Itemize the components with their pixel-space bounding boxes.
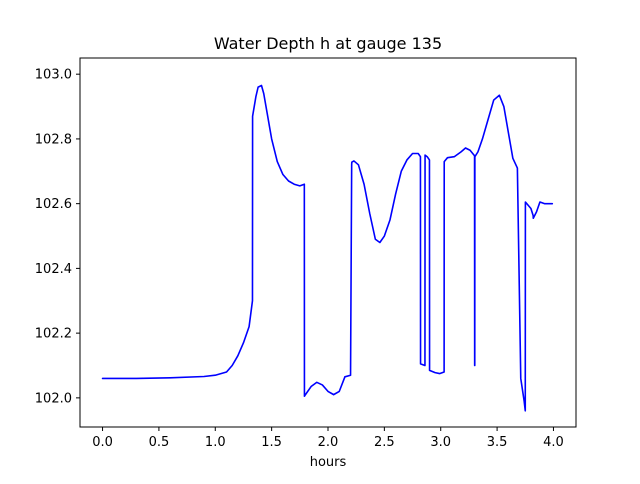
x-tick-label: 0.0 — [92, 435, 113, 450]
plot-series — [101, 84, 554, 412]
x-tick-label: 0.5 — [149, 435, 170, 450]
x-axis-ticks: 0.0 0.5 1.0 1.5 2.0 2.5 3.0 3.5 4.0 — [92, 427, 564, 450]
series-line-0 — [101, 84, 554, 412]
y-axis-ticks: 102.0 102.2 102.4 102.6 102.8 103.0 — [35, 68, 80, 406]
x-tick-label: 3.0 — [430, 435, 451, 450]
chart-title: Water Depth h at gauge 135 — [214, 34, 442, 53]
y-tick-label: 102.6 — [35, 197, 72, 212]
y-tick-label: 102.4 — [35, 262, 72, 277]
y-tick-label: 102.8 — [35, 132, 72, 147]
y-tick-label: 102.2 — [35, 327, 72, 342]
x-tick-label: 4.0 — [543, 435, 564, 450]
y-tick-label: 103.0 — [35, 68, 72, 83]
y-tick-label: 102.0 — [35, 391, 72, 406]
x-tick-label: 1.0 — [205, 435, 226, 450]
x-tick-label: 2.0 — [318, 435, 339, 450]
x-tick-label: 2.5 — [374, 435, 395, 450]
x-tick-label: 1.5 — [261, 435, 282, 450]
x-tick-label: 3.5 — [487, 435, 508, 450]
plot-frame — [79, 57, 577, 428]
x-axis-label: hours — [310, 455, 347, 470]
